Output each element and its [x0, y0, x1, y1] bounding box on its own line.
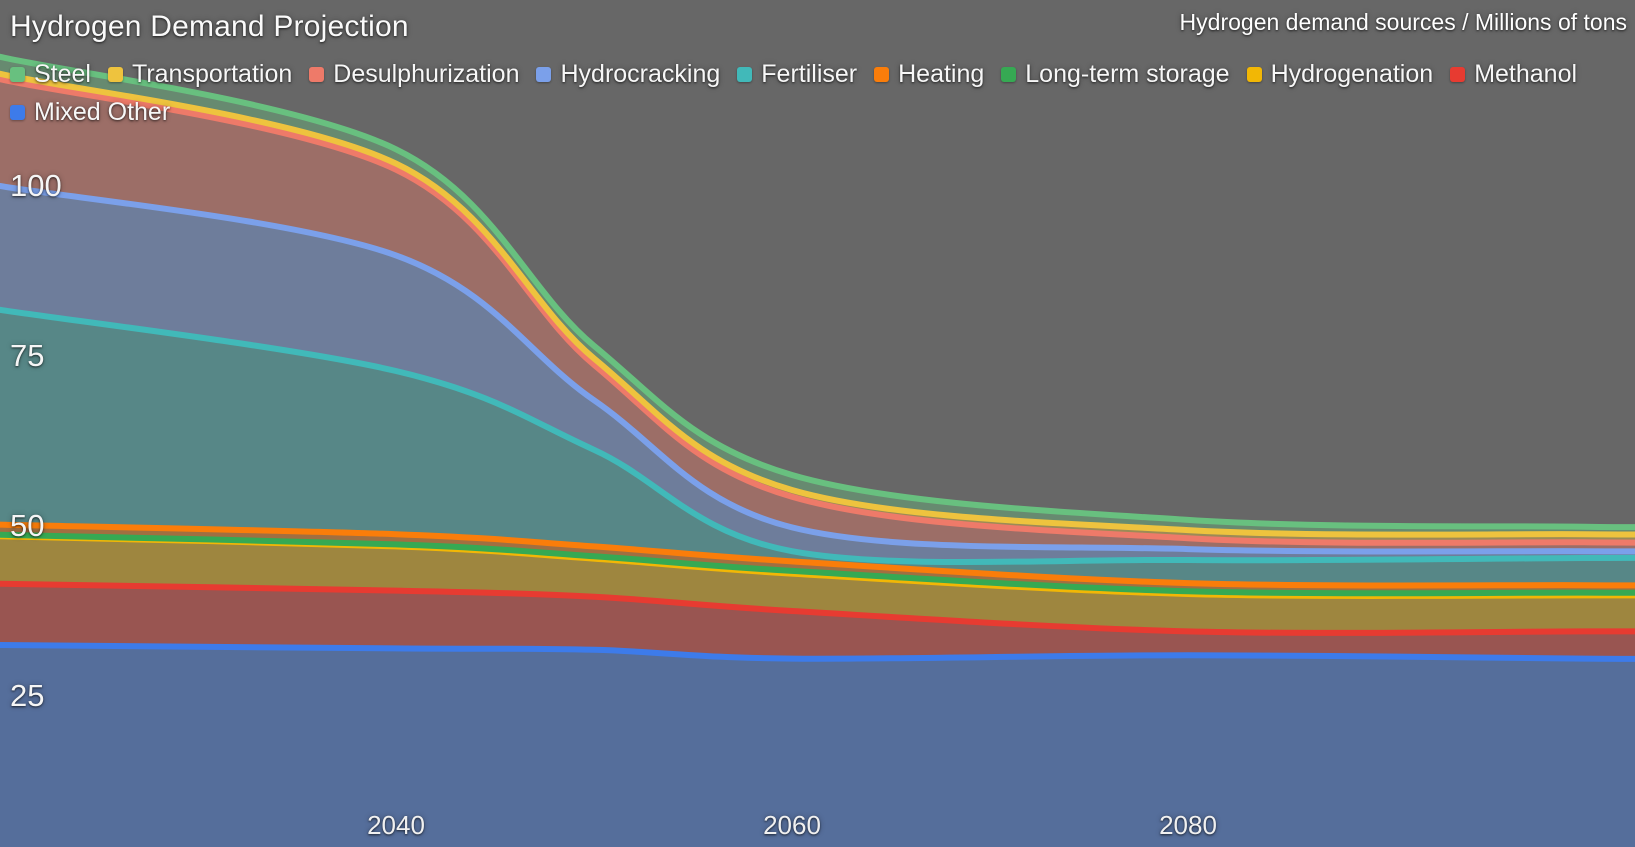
series-line-transportation[interactable] — [0, 70, 1635, 538]
legend-item-steel[interactable]: Steel — [10, 60, 91, 89]
legend-label: Transportation — [131, 60, 293, 88]
y-tick-label-50: 50 — [10, 508, 45, 543]
area-band-fertiliser[interactable] — [0, 309, 1635, 586]
legend-item-heating[interactable]: Heating — [874, 60, 984, 89]
legend-label: Steel — [34, 60, 91, 88]
series-line-fertiliser[interactable] — [0, 306, 1635, 566]
chart-legend: Steel Transportation Desulphurization Hydro… — [10, 60, 1625, 127]
legend-label: Heating — [898, 60, 985, 88]
chart-subtitle: Hydrogen demand sources / Millions of to… — [1179, 9, 1627, 35]
legend-item-hydrogenation[interactable]: Hydrogenation — [1246, 60, 1434, 89]
area-band-desulphurization[interactable] — [0, 79, 1635, 552]
legend-swatch-desulphurization — [309, 67, 325, 82]
legend-label: Fertiliser — [761, 60, 858, 88]
x-tick-label-2060: 2060 — [763, 810, 821, 840]
legend-swatch-fertiliser — [737, 67, 753, 82]
y-tick-label-25: 25 — [10, 678, 45, 713]
legend-swatch-hydrogenation — [1246, 67, 1262, 82]
x-tick-label-2080: 2080 — [1159, 810, 1217, 840]
legend-swatch-transportation — [107, 67, 123, 82]
x-tick-label-2040: 2040 — [367, 810, 425, 840]
area-band-methanol[interactable] — [0, 583, 1635, 659]
series-line-long-term-storage[interactable] — [0, 531, 1635, 597]
legend-item-hydrocracking[interactable]: Hydrocracking — [536, 60, 720, 89]
legend-item-fertiliser[interactable]: Fertiliser — [737, 60, 857, 89]
legend-item-long-term-storage[interactable]: Long-term storage — [1001, 60, 1230, 89]
area-band-hydrogenation[interactable] — [0, 536, 1635, 633]
legend-swatch-mixed-other — [10, 105, 25, 120]
legend-item-transportation[interactable]: Transportation — [107, 60, 293, 89]
legend-swatch-steel — [10, 67, 25, 82]
area-band-mixed-other[interactable] — [0, 645, 1635, 847]
legend-label: Mixed Other — [34, 98, 171, 126]
legend-swatch-methanol — [1450, 67, 1466, 82]
y-tick-label-100: 100 — [10, 168, 62, 203]
legend-label: Hydrocracking — [560, 60, 721, 88]
legend-item-desulphurization[interactable]: Desulphurization — [309, 60, 519, 89]
legend-swatch-long-term-storage — [1001, 67, 1017, 82]
legend-label: Hydrogenation — [1270, 60, 1434, 88]
series-line-methanol[interactable] — [0, 580, 1635, 636]
series-line-heating[interactable] — [0, 521, 1635, 589]
legend-label: Long-term storage — [1025, 60, 1230, 88]
series-line-mixed-other[interactable] — [0, 642, 1635, 662]
area-band-hydrocracking[interactable] — [0, 186, 1635, 563]
page-title: Hydrogen Demand Projection — [10, 10, 409, 43]
series-line-desulphurization[interactable] — [0, 76, 1635, 546]
legend-swatch-hydrocracking — [536, 67, 552, 82]
series-line-hydrocracking[interactable] — [0, 183, 1635, 555]
legend-swatch-heating — [874, 67, 890, 82]
y-tick-label-75: 75 — [10, 338, 45, 373]
legend-label: Desulphurization — [333, 60, 520, 88]
series-line-steel[interactable] — [0, 53, 1635, 531]
legend-label: Methanol — [1474, 60, 1578, 88]
legend-item-mixed-other[interactable]: Mixed Other — [10, 98, 170, 127]
legend-item-methanol[interactable]: Methanol — [1450, 60, 1577, 89]
area-band-heating[interactable] — [0, 524, 1635, 594]
